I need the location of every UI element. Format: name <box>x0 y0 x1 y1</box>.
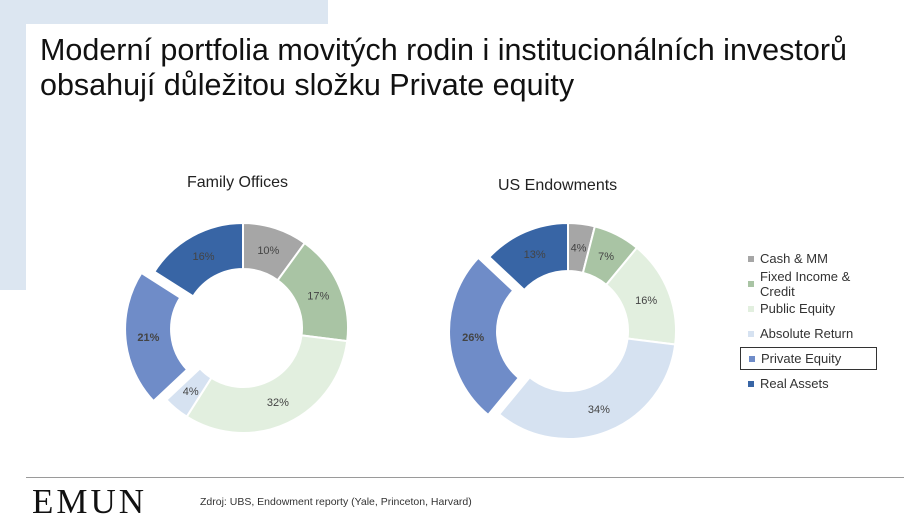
legend-label: Absolute Return <box>760 326 854 341</box>
legend-item-fixed-income: Fixed Income & Credit <box>740 268 877 299</box>
slice-label: 21% <box>137 332 159 344</box>
legend-item-private-equity: Private Equity <box>740 347 877 370</box>
donut-slice-private-equity <box>448 256 521 417</box>
slice-label: 34% <box>588 404 610 416</box>
slice-label: 16% <box>192 251 214 263</box>
slide-title: Moderní portfolia movitých rodin i insti… <box>40 33 900 103</box>
title-line-1: Moderní portfolia movitých rodin i insti… <box>40 33 847 67</box>
donut-slice-absolute-return <box>165 366 213 419</box>
slice-label: 32% <box>267 397 289 409</box>
donut-slice-private-equity <box>124 271 189 403</box>
legend-swatch <box>748 280 754 287</box>
source-note: Zdroj: UBS, Endowment reporty (Yale, Pri… <box>200 496 472 508</box>
donut-slice-real-assets <box>487 221 569 292</box>
slice-label: 4% <box>183 386 199 398</box>
legend-label: Cash & MM <box>760 251 828 266</box>
donut-us-endowments: 4% 7% 16% 34% 26% 13% <box>448 221 677 440</box>
chart-title-us-endowments: US Endowments <box>498 177 618 194</box>
legend-item-real-assets: Real Assets <box>740 371 877 396</box>
slice-label: 10% <box>257 245 279 257</box>
decorative-corner-block <box>0 0 328 290</box>
legend-item-cash: Cash & MM <box>740 246 877 271</box>
footer-divider <box>26 477 904 478</box>
legend-swatch <box>748 330 754 337</box>
emun-logo: EMUN <box>32 482 148 521</box>
legend-swatch <box>748 380 754 387</box>
chart-title-family-offices: Family Offices <box>187 174 289 191</box>
legend-label: Public Equity <box>760 301 836 316</box>
legend-label: Private Equity <box>761 351 842 366</box>
slice-label: 16% <box>635 295 657 307</box>
donut-slice-absolute-return <box>497 337 677 440</box>
slice-label: 26% <box>462 332 484 344</box>
slice-label: 17% <box>307 290 329 302</box>
legend-swatch <box>748 305 754 312</box>
legend-item-public-equity: Public Equity <box>740 296 877 321</box>
title-line-2: obsahují důležitou složku Private equity <box>40 68 575 102</box>
slice-label: 13% <box>524 249 546 261</box>
legend-swatch <box>749 355 755 362</box>
donut-slice-public-equity <box>185 334 349 434</box>
slice-label: 7% <box>598 251 614 263</box>
legend-item-absolute-return: Absolute Return <box>740 321 877 346</box>
donut-family-offices: 10% 17% 32% 4% 21% 16% <box>124 221 349 434</box>
legend-swatch <box>748 255 754 262</box>
legend-label: Fixed Income & Credit <box>760 268 851 299</box>
legend: Cash & MM Fixed Income & Credit Public E… <box>740 246 877 396</box>
slice-label: 4% <box>571 243 587 255</box>
donut-slice-real-assets <box>152 221 244 298</box>
legend-label: Real Assets <box>760 376 829 391</box>
